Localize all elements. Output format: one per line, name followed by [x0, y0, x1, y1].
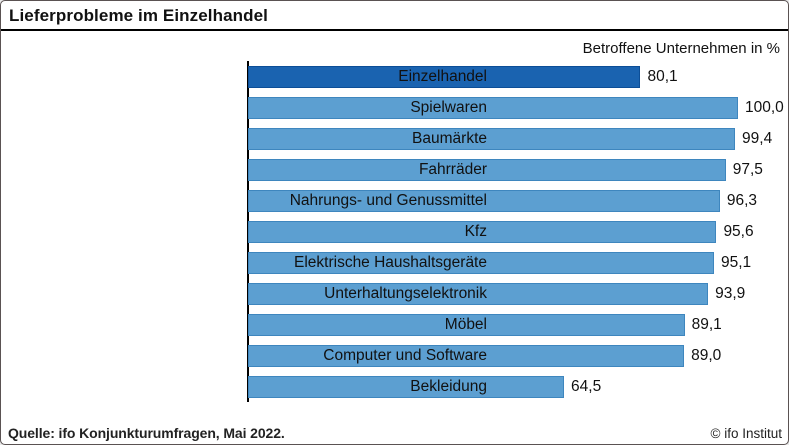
- category-label: Elektrische Haushaltsgeräte: [294, 253, 487, 271]
- source-note: Quelle: ifo Konjunkturumfragen, Mai 2022…: [8, 425, 285, 441]
- bar-track: 96,3: [248, 189, 757, 212]
- value-label: 95,6: [723, 222, 754, 240]
- value-label: 64,5: [571, 377, 602, 395]
- bar-track: 99,4: [248, 127, 772, 150]
- bar-track: 95,6: [248, 220, 754, 243]
- copyright-note: © ifo Institut: [710, 426, 782, 441]
- category-label: Möbel: [444, 315, 487, 333]
- bar: [248, 375, 565, 398]
- chart-row: Bekleidung 64,5: [248, 371, 788, 402]
- bar: [248, 158, 726, 181]
- bar: [248, 251, 714, 274]
- bar-rows: Einzelhandel 80,1 Spielwaren 100,0 Baumärkte…: [248, 61, 788, 402]
- category-label: Baumärkte: [412, 129, 487, 147]
- value-label: 89,0: [691, 346, 722, 364]
- chart-title: Lieferprobleme im Einzelhandel: [9, 6, 269, 25]
- category-label: Einzelhandel: [398, 67, 487, 85]
- bar-track: 100,0: [248, 96, 784, 119]
- footer: Quelle: ifo Konjunkturumfragen, Mai 2022…: [1, 425, 788, 444]
- chart-row: Elektrische Haushaltsgeräte 95,1: [248, 247, 788, 278]
- chart-row: Computer und Software 89,0: [248, 340, 788, 371]
- value-label: 96,3: [726, 191, 758, 209]
- category-label: Nahrungs- und Genussmittel: [289, 191, 487, 209]
- subtitle-row: Betroffene Unternehmen in %: [1, 31, 788, 57]
- chart-row: Baumärkte 99,4: [248, 123, 788, 154]
- chart-subtitle: Betroffene Unternehmen in %: [582, 40, 780, 57]
- value-label: 93,9: [715, 284, 746, 302]
- value-label: 97,5: [732, 160, 763, 178]
- value-label: 100,0: [745, 98, 784, 116]
- category-label: Fahrräder: [418, 160, 487, 178]
- category-label: Bekleidung: [410, 377, 487, 395]
- bar-track: 97,5: [248, 158, 763, 181]
- bar-track: 93,9: [248, 282, 745, 305]
- bar: [248, 220, 717, 243]
- bar: [248, 313, 685, 336]
- chart-row: Unterhaltungselektronik 93,9: [248, 278, 788, 309]
- bar-track: 64,5: [248, 375, 738, 398]
- bar: [248, 127, 736, 150]
- value-label: 80,1: [647, 67, 678, 85]
- chart-row: Nahrungs- und Genussmittel 96,3: [248, 185, 788, 216]
- bar: [248, 189, 720, 212]
- category-label: Unterhaltungselektronik: [324, 284, 487, 302]
- bar-track: 80,1: [248, 65, 738, 88]
- chart-row: Spielwaren 100,0: [248, 92, 788, 123]
- category-label: Kfz: [464, 222, 487, 240]
- value-label: 99,4: [742, 129, 773, 147]
- bar-highlight: [248, 65, 641, 88]
- value-label: 89,1: [691, 315, 722, 333]
- bar: [248, 282, 709, 305]
- category-label: Computer und Software: [323, 346, 487, 364]
- chart-row: Einzelhandel 80,1: [248, 61, 788, 92]
- bar-track: 89,1: [248, 313, 738, 336]
- bar-track: 89,0: [248, 344, 738, 367]
- title-bar: Lieferprobleme im Einzelhandel: [1, 1, 788, 29]
- chart-row: Kfz 95,6: [248, 216, 788, 247]
- value-label: 95,1: [720, 253, 752, 271]
- chart-row: Fahrräder 97,5: [248, 154, 788, 185]
- bar: [248, 344, 685, 367]
- bar: [248, 96, 738, 119]
- chart-row: Möbel 89,1: [248, 309, 788, 340]
- bar-chart-plot-area: Einzelhandel 80,1 Spielwaren 100,0 Baumärkte…: [1, 61, 788, 402]
- bar-track: 95,1: [248, 251, 751, 274]
- category-label: Spielwaren: [410, 98, 487, 116]
- title-divider: [1, 29, 788, 31]
